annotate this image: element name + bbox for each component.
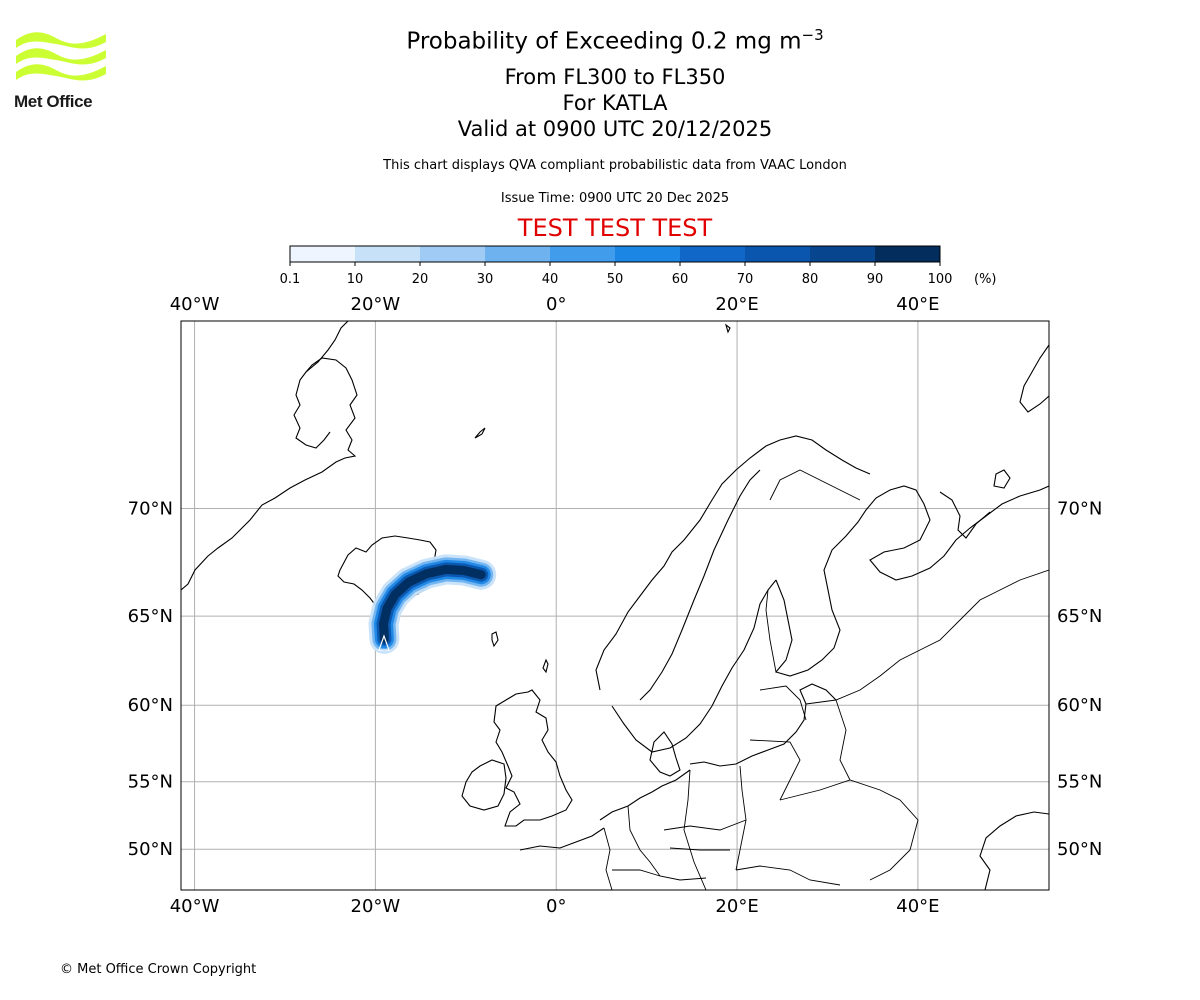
chart-title: Probability of Exceeding 0.2 mg m−3 — [0, 26, 1200, 55]
longitude-label: 40°E — [896, 896, 939, 917]
colorbar-tick-label: 80 — [802, 272, 819, 287]
colorbar-segment — [550, 246, 616, 262]
met-office-waves-icon — [16, 32, 106, 81]
ash-plume — [368, 554, 497, 654]
latitude-label: 65°N — [128, 606, 173, 627]
colorbar-segment — [615, 246, 681, 262]
coastlines — [181, 321, 1049, 890]
longitude-label: 20°W — [351, 896, 401, 917]
latitude-label: 60°N — [128, 695, 173, 716]
longitude-label: 0° — [546, 294, 566, 315]
longitude-label: 20°E — [715, 294, 758, 315]
baltic-coast — [689, 683, 837, 767]
latitude-label: 55°N — [1057, 772, 1102, 793]
jan-mayen — [474, 427, 486, 439]
colorbar-segment — [680, 246, 746, 262]
ireland-coast — [461, 759, 507, 811]
great-britain-coast — [493, 689, 573, 827]
colorbar-tick-label: 40 — [542, 272, 559, 287]
plume-probability-band — [379, 564, 486, 644]
title-exponent: −3 — [801, 26, 824, 44]
flight-level-line: From FL300 to FL350 — [504, 65, 726, 89]
latitude-label: 55°N — [128, 772, 173, 793]
faroe-islands — [491, 631, 499, 648]
colorbar-unit: (%) — [974, 272, 997, 287]
valid-time-line: Valid at 0900 UTC 20/12/2025 — [457, 117, 773, 141]
sweden-coast — [611, 579, 777, 753]
greenland-coast — [181, 357, 358, 591]
colorbar-tick-label: 20 — [412, 272, 429, 287]
axis-labels: 40°W 40°W 20°W 20°W 0° 0° 20°E 20°E 40°E 40°E 70°N… — [128, 294, 1103, 917]
latitude-label: 50°N — [1057, 839, 1102, 860]
latitude-label: 70°N — [1057, 498, 1102, 519]
qva-note: This chart displays QVA compliant probab… — [383, 158, 847, 173]
longitude-label: 20°E — [715, 896, 758, 917]
map-frame — [180, 320, 1050, 891]
longitude-label: 40°W — [170, 896, 220, 917]
map-area — [181, 321, 1049, 890]
longitude-label: 40°W — [170, 294, 220, 315]
colorbar: 0.1 10 20 30 40 50 60 70 80 90 100 (%) — [280, 245, 997, 287]
norway-coast — [595, 435, 871, 691]
issue-time: Issue Time: 0900 UTC 20 Dec 2025 — [500, 191, 730, 206]
copyright: © Met Office Crown Copyright — [60, 962, 257, 977]
colorbar-tick-label: 100 — [928, 272, 953, 287]
white-sea-coast — [939, 491, 991, 539]
colorbar-segment — [290, 246, 356, 262]
denmark-coast — [649, 731, 681, 777]
colorbar-segment — [485, 246, 551, 262]
colorbar-tick-label: 0.1 — [280, 272, 301, 287]
latitude-label: 60°N — [1057, 695, 1102, 716]
title-main: Probability of Exceeding 0.2 mg m — [406, 28, 802, 55]
test-banner: TEST TEST TEST — [517, 214, 713, 242]
colorbar-tick-label: 60 — [672, 272, 689, 287]
shetland — [542, 658, 549, 674]
longitude-label: 20°W — [351, 294, 401, 315]
gridlines — [181, 321, 1049, 890]
colorbar-segment — [355, 246, 421, 262]
colorbar-segment — [420, 246, 486, 262]
volcano-line: For KATLA — [562, 91, 668, 115]
continental-coast — [599, 769, 691, 821]
latitude-label: 50°N — [128, 839, 173, 860]
longitude-label: 40°E — [896, 294, 939, 315]
longitude-label: 0° — [546, 896, 566, 917]
met-office-logo: Met Office — [14, 30, 110, 112]
colorbar-segment — [810, 246, 876, 262]
colorbar-tick-label: 70 — [737, 272, 754, 287]
latitude-label: 65°N — [1057, 606, 1102, 627]
latitude-label: 70°N — [128, 498, 173, 519]
logo-text: Met Office — [14, 92, 93, 111]
country-borders — [603, 469, 1049, 890]
colorbar-tick-label: 30 — [477, 272, 494, 287]
colorbar-segment — [875, 246, 941, 262]
finland-coast — [775, 485, 1049, 677]
colorbar-segment — [745, 246, 811, 262]
colorbar-tick-label: 10 — [347, 272, 364, 287]
colorbar-tick-label: 50 — [607, 272, 624, 287]
channel-coast — [519, 827, 605, 851]
volcano-marker-icon — [378, 634, 390, 651]
sweden-border — [639, 469, 761, 701]
novaya-zemlya — [1019, 344, 1049, 413]
colorbar-tick-label: 90 — [867, 272, 884, 287]
